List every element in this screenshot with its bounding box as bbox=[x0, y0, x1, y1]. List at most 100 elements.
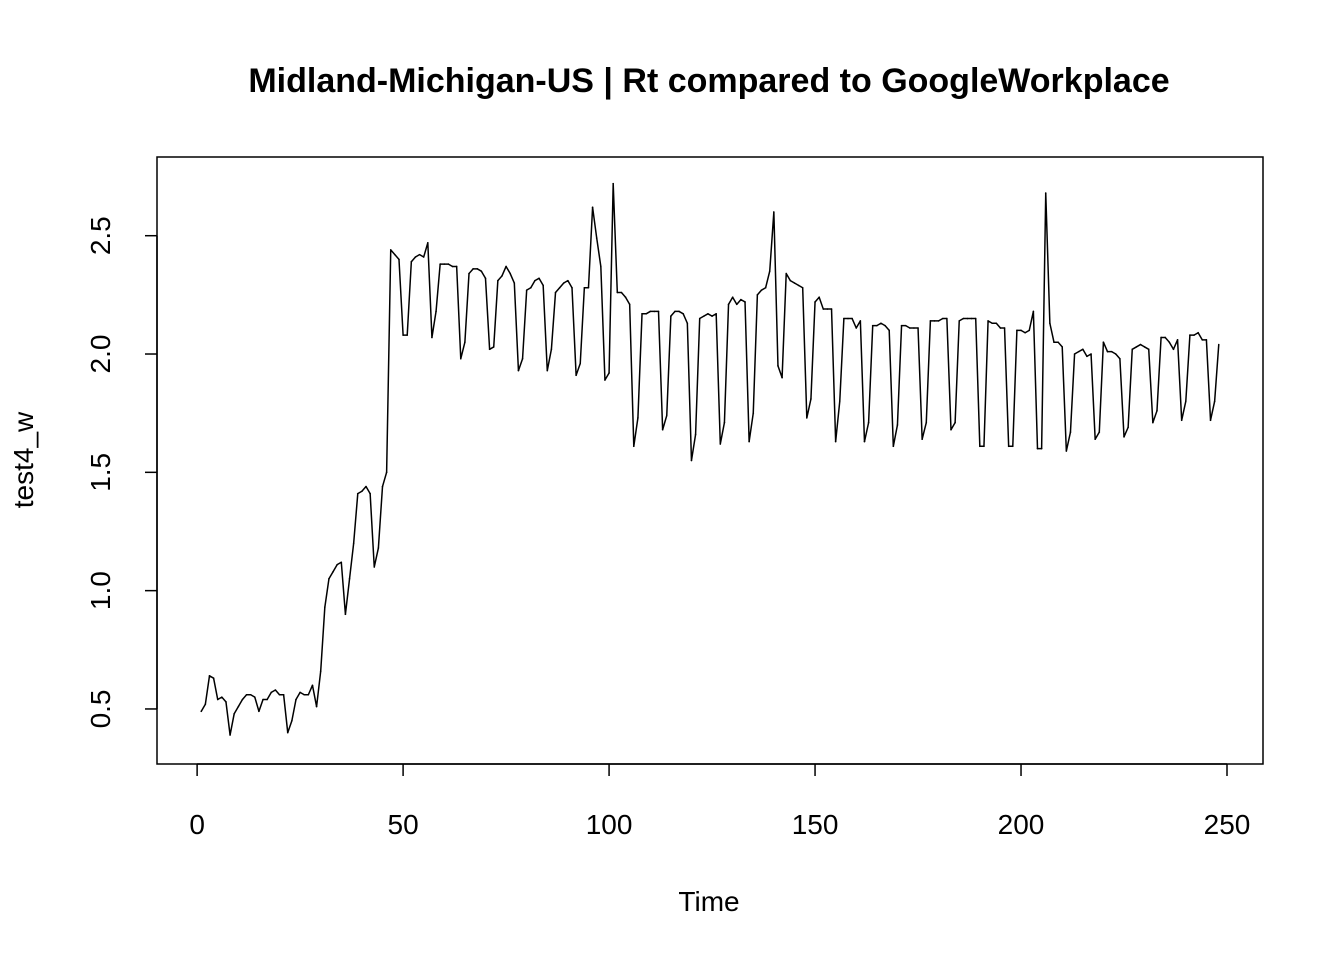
data-point bbox=[1168, 341, 1171, 343]
x-tick-label: 250 bbox=[1204, 809, 1251, 840]
x-tick-label: 150 bbox=[792, 809, 839, 840]
data-point bbox=[575, 374, 577, 377]
data-point bbox=[253, 696, 256, 698]
data-point bbox=[348, 578, 351, 580]
data-point bbox=[587, 286, 590, 289]
data-point bbox=[880, 322, 882, 325]
data-point bbox=[793, 282, 796, 284]
data-point bbox=[991, 322, 993, 325]
data-point bbox=[513, 282, 516, 284]
data-point bbox=[604, 379, 606, 381]
x-axis: 0 50 100 150 200 250 bbox=[189, 763, 1251, 840]
data-point bbox=[937, 320, 940, 322]
data-point bbox=[904, 324, 907, 327]
data-point bbox=[212, 677, 215, 679]
data-point bbox=[690, 459, 693, 462]
data-point bbox=[834, 440, 837, 443]
data-point bbox=[324, 606, 326, 609]
data-point bbox=[1213, 400, 1216, 403]
data-point bbox=[1185, 400, 1187, 403]
data-point bbox=[958, 320, 961, 322]
data-point bbox=[492, 346, 495, 348]
data-point bbox=[505, 265, 507, 268]
data-point bbox=[876, 324, 878, 327]
data-point bbox=[727, 303, 730, 306]
data-point bbox=[410, 260, 413, 263]
y-tick-label: 2.0 bbox=[85, 335, 116, 374]
data-point bbox=[859, 320, 862, 322]
data-point bbox=[983, 445, 985, 448]
data-point bbox=[1156, 410, 1158, 412]
data-point bbox=[377, 547, 380, 549]
data-point bbox=[422, 256, 425, 258]
data-point bbox=[480, 270, 483, 273]
data-point bbox=[707, 312, 709, 315]
data-point bbox=[229, 734, 231, 736]
data-point bbox=[785, 272, 788, 275]
data-point bbox=[987, 320, 989, 322]
data-point bbox=[1044, 192, 1047, 194]
data-point bbox=[970, 317, 973, 320]
data-point bbox=[394, 253, 396, 256]
data-point bbox=[797, 284, 800, 287]
data-point bbox=[1028, 329, 1031, 332]
data-point bbox=[249, 693, 252, 696]
data-point bbox=[328, 578, 330, 580]
data-point bbox=[682, 312, 685, 315]
data-point bbox=[941, 317, 944, 320]
data-point bbox=[270, 691, 273, 694]
data-point bbox=[1131, 348, 1134, 351]
data-point bbox=[1201, 339, 1204, 341]
data-point bbox=[962, 317, 965, 320]
data-point bbox=[925, 421, 928, 424]
data-point bbox=[530, 286, 532, 289]
data-point bbox=[1007, 445, 1010, 448]
data-point bbox=[612, 182, 614, 185]
data-point bbox=[517, 369, 520, 372]
data-point bbox=[385, 471, 388, 474]
data-point bbox=[719, 443, 722, 445]
x-tick-label: 0 bbox=[189, 809, 205, 840]
data-point bbox=[295, 698, 297, 701]
data-point bbox=[1065, 450, 1068, 452]
data-point bbox=[929, 320, 932, 322]
data-point bbox=[233, 712, 235, 715]
data-points bbox=[200, 182, 1220, 736]
data-point bbox=[484, 277, 487, 280]
data-point bbox=[871, 324, 874, 327]
y-tick-label: 2.5 bbox=[85, 216, 116, 255]
data-point bbox=[299, 691, 301, 694]
data-point bbox=[216, 698, 219, 701]
data-point bbox=[760, 289, 763, 291]
data-point bbox=[649, 310, 652, 313]
data-point bbox=[657, 310, 660, 313]
data-point bbox=[913, 327, 915, 329]
x-tick-label: 50 bbox=[388, 809, 419, 840]
data-point bbox=[822, 308, 825, 310]
y-axis-label: test4_w bbox=[8, 411, 39, 508]
data-point bbox=[1024, 331, 1026, 334]
data-point bbox=[1053, 341, 1055, 343]
data-point bbox=[208, 675, 211, 677]
data-point bbox=[595, 237, 598, 239]
data-point bbox=[645, 312, 647, 315]
data-point bbox=[678, 310, 680, 313]
data-point bbox=[579, 362, 582, 365]
data-point bbox=[1082, 348, 1084, 351]
x-axis-label: Time bbox=[678, 886, 739, 917]
data-point bbox=[1197, 331, 1199, 334]
plot-frame bbox=[156, 156, 1264, 765]
data-point bbox=[262, 698, 264, 701]
data-point bbox=[464, 341, 466, 343]
data-point bbox=[476, 268, 479, 270]
data-point bbox=[455, 265, 458, 268]
data-point bbox=[356, 492, 359, 495]
data-point bbox=[838, 400, 841, 403]
data-point bbox=[352, 542, 355, 545]
data-point bbox=[1152, 421, 1154, 424]
data-point bbox=[311, 684, 314, 687]
data-point bbox=[1090, 353, 1092, 355]
data-point bbox=[221, 696, 223, 698]
data-point bbox=[900, 324, 903, 327]
data-point bbox=[1217, 343, 1220, 346]
